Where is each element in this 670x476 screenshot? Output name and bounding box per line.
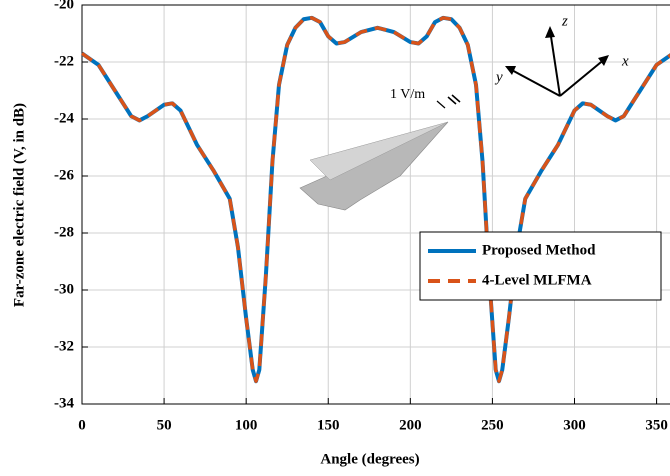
axis-name: x — [621, 53, 629, 69]
arrow-head — [545, 26, 555, 38]
x-tick-label: 200 — [399, 417, 422, 433]
aircraft-wing — [309, 121, 449, 181]
y-axis-label: Far-zone electric field (V, in dB) — [11, 103, 27, 307]
axis-arrow — [507, 67, 561, 97]
axis-arrow — [559, 57, 607, 97]
x-axis-label: Angle (degrees) — [320, 451, 419, 467]
x-tick-label: 0 — [78, 417, 86, 433]
y-tick-label: -28 — [54, 224, 74, 240]
inset-figure: 1 V/m x y z — [299, 13, 629, 211]
legend-label: Proposed Method — [482, 242, 596, 258]
arrow-head — [598, 55, 609, 66]
x-tick-label: 350 — [645, 417, 668, 433]
field-arrow — [447, 96, 457, 105]
x-tick-label: 100 — [235, 417, 258, 433]
series-line — [81, 16, 670, 383]
x-tick-label: 50 — [157, 417, 172, 433]
x-tick-label: 300 — [563, 417, 586, 433]
field-arrow — [436, 100, 446, 109]
y-tick-label: -20 — [54, 0, 74, 12]
y-tick-label: -22 — [54, 53, 74, 69]
field-arrow — [451, 94, 461, 103]
legend-box — [419, 231, 662, 301]
arrow-head — [505, 66, 516, 75]
axis-name: y — [494, 69, 503, 85]
y-tick-label: -34 — [54, 395, 74, 411]
x-tick-label: 150 — [317, 417, 340, 433]
y-tick-label: -24 — [54, 110, 74, 126]
field-label: 1 V/m — [390, 87, 425, 102]
y-tick-label: -30 — [54, 281, 74, 297]
y-tick-label: -26 — [54, 167, 74, 183]
axis-name: z — [561, 13, 568, 29]
x-tick-label: 250 — [481, 417, 504, 433]
plot-frame — [81, 4, 670, 405]
legend-label: 4-Level MLFMA — [482, 272, 592, 288]
axis-arrow — [549, 29, 561, 97]
y-tick-label: -32 — [54, 338, 74, 354]
